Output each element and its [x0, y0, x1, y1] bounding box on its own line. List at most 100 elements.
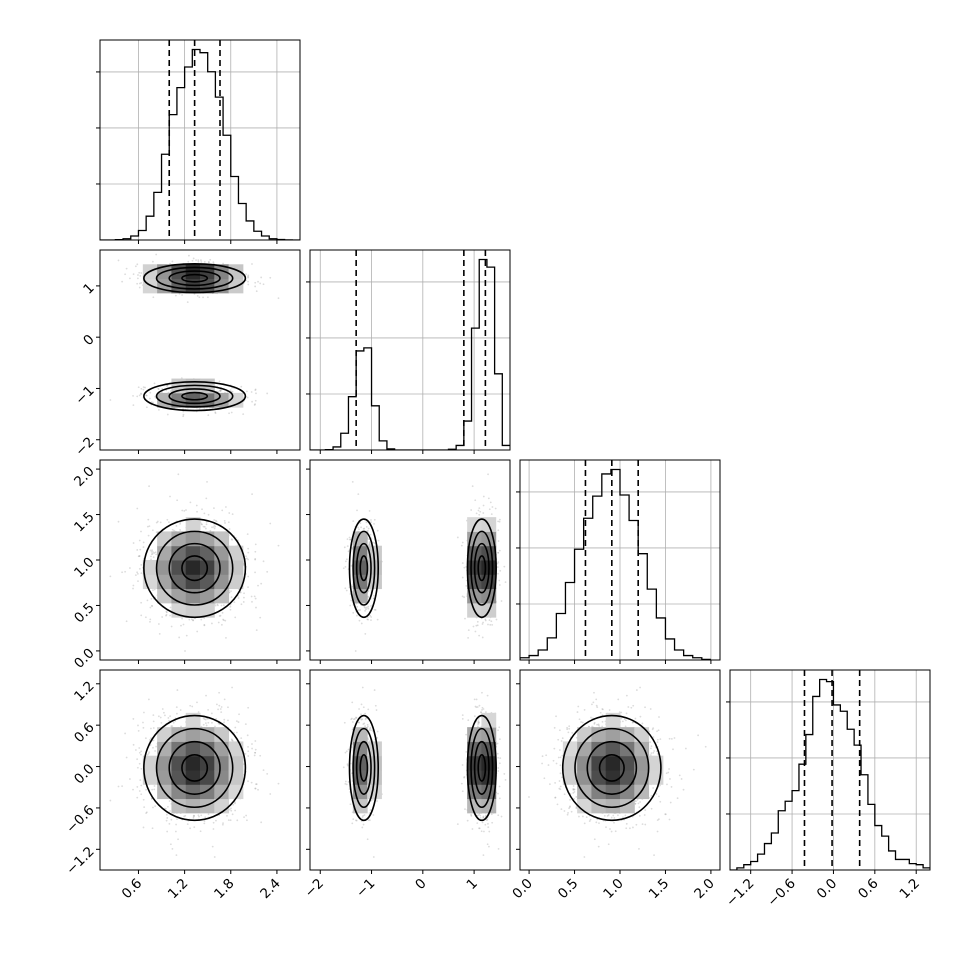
scatter-point	[227, 719, 229, 722]
scatter-point	[140, 272, 143, 274]
scatter-point	[255, 783, 258, 786]
contour-line	[168, 270, 221, 287]
scatter-point	[217, 621, 220, 624]
y-tick-label: −1	[72, 383, 97, 408]
scatter-point	[370, 605, 372, 607]
scatter-point	[200, 523, 203, 525]
scatter-point	[354, 650, 357, 652]
scatter-point	[257, 584, 259, 587]
scatter-point	[220, 604, 223, 607]
scatter-point	[342, 567, 345, 570]
scatter-point	[150, 401, 153, 404]
scatter-point	[472, 625, 475, 628]
scatter-point	[165, 819, 168, 822]
histogram-line	[520, 468, 711, 660]
scatter-point	[238, 713, 240, 716]
scatter-point	[497, 551, 500, 554]
scatter-point	[161, 387, 164, 390]
scatter-point	[262, 283, 265, 286]
scatter-point	[356, 509, 358, 512]
scatter-point	[179, 529, 182, 531]
scatter-point	[376, 618, 379, 621]
scatter-panel-3-0: 0.6 1.2 1.8 2.4−1.2−0.60.00.61.2	[63, 669, 301, 902]
scatter-point	[463, 566, 466, 569]
scatter-point	[224, 522, 226, 524]
scatter-point	[151, 260, 154, 263]
scatter-point	[124, 732, 127, 735]
scatter-point	[364, 632, 367, 635]
scatter-point	[125, 620, 128, 623]
contour-line	[473, 542, 490, 594]
scatter-point	[368, 510, 371, 512]
scatter-point	[125, 267, 128, 270]
scatter-point	[251, 263, 253, 265]
scatter-point	[203, 820, 206, 822]
scatter-point	[219, 389, 221, 392]
scatter-point	[254, 740, 257, 742]
scatter-point	[212, 828, 215, 830]
contour-line	[143, 518, 247, 619]
scatter-point	[347, 550, 350, 553]
scatter-point	[200, 814, 203, 817]
scatter-point	[491, 624, 494, 626]
scatter-point	[266, 772, 269, 775]
scatter-point	[212, 526, 215, 528]
scatter-point	[137, 729, 140, 732]
density-cell	[171, 545, 187, 561]
scatter-point	[237, 721, 240, 723]
scatter-point	[140, 281, 143, 284]
contour-line	[143, 263, 247, 294]
scatter-point	[253, 754, 256, 757]
scatter-point	[140, 793, 143, 796]
scatter-point	[138, 394, 141, 397]
scatter-point	[209, 529, 212, 532]
scatter-point	[222, 618, 225, 621]
scatter-point	[495, 618, 498, 621]
scatter-point	[243, 592, 245, 595]
scatter-point	[155, 521, 158, 524]
scatter-point	[487, 623, 489, 626]
scatter-point	[266, 570, 269, 573]
density-cell	[185, 588, 201, 604]
scatter-point	[235, 731, 238, 734]
scatter-point	[117, 520, 120, 523]
scatter-point	[210, 712, 213, 715]
scatter-point	[204, 527, 207, 530]
scatter-point	[154, 551, 157, 554]
scatter-point	[132, 273, 135, 276]
scatter-point	[121, 280, 124, 283]
scatter-point	[139, 548, 142, 551]
scatter-point	[142, 386, 145, 388]
scatter-point	[217, 708, 219, 711]
scatter-point	[247, 745, 249, 748]
scatter-point	[129, 778, 131, 780]
scatter-point	[125, 756, 128, 759]
scatter-point	[151, 788, 154, 791]
scatter-point	[482, 621, 484, 624]
scatter-point	[160, 721, 163, 724]
scatter-point	[221, 611, 224, 614]
scatter-point	[145, 811, 148, 814]
scatter-point	[465, 565, 468, 568]
scatter-point	[136, 549, 139, 551]
scatter-point	[246, 819, 248, 822]
scatter-point	[487, 497, 490, 500]
scatter-point	[155, 531, 158, 534]
density-cell	[228, 574, 244, 590]
scatter-point	[373, 542, 376, 545]
scatter-point	[138, 555, 141, 557]
scatter-point	[357, 609, 360, 612]
scatter-point	[182, 623, 185, 626]
scatter-point	[143, 806, 146, 809]
scatter-point	[151, 549, 154, 552]
scatter-point	[482, 504, 485, 507]
scatter-point	[164, 714, 166, 717]
scatter-point	[150, 604, 153, 607]
scatter-point	[236, 544, 239, 547]
scatter-point	[213, 524, 216, 526]
scatter-point	[481, 623, 484, 625]
histogram-line	[100, 48, 300, 240]
scatter-point	[189, 501, 192, 504]
scatter-point	[188, 618, 191, 621]
scatter-point	[207, 414, 210, 417]
